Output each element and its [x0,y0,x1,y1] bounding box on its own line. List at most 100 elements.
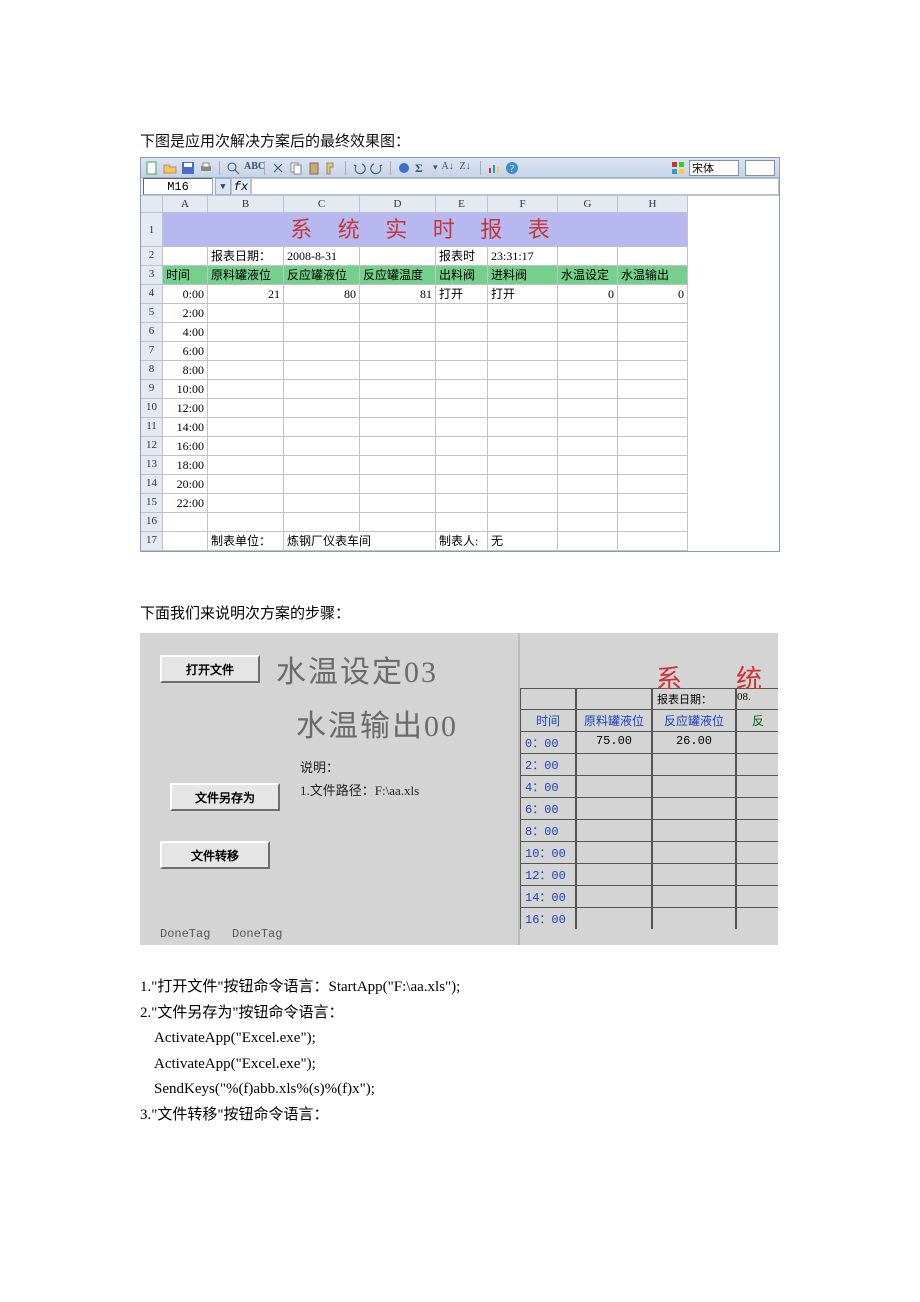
colhdr-B[interactable]: B [208,196,284,213]
rowhdr-15[interactable]: 15 [141,494,163,513]
cell[interactable] [618,456,688,475]
cell[interactable]: 14:00 [163,418,208,437]
cell[interactable] [558,513,618,532]
cell[interactable]: 0 [558,285,618,304]
cell[interactable] [284,380,360,399]
cell[interactable]: 无 [488,532,558,551]
colhdr-E[interactable]: E [436,196,488,213]
cell[interactable] [488,304,558,323]
rowhdr-12[interactable]: 12 [141,437,163,456]
cell[interactable] [284,399,360,418]
th-invalve[interactable]: 进料阀 [488,266,558,285]
rowhdr-14[interactable]: 14 [141,475,163,494]
cell[interactable]: 20:00 [163,475,208,494]
font-name-combo[interactable]: 宋体 [689,160,739,176]
cell[interactable] [558,475,618,494]
sort-desc-icon[interactable]: Z↓ [460,161,474,175]
colhdr-D[interactable]: D [360,196,436,213]
cell[interactable] [558,399,618,418]
colhdr-H[interactable]: H [618,196,688,213]
cell[interactable] [163,532,208,551]
cell[interactable] [436,475,488,494]
colhdr-C[interactable]: C [284,196,360,213]
win-icon[interactable] [671,161,685,175]
cell[interactable] [618,532,688,551]
cell[interactable] [488,513,558,532]
cell[interactable]: 打开 [436,285,488,304]
cell[interactable] [618,323,688,342]
cell[interactable] [558,494,618,513]
cell[interactable] [558,304,618,323]
open-icon[interactable] [163,161,177,175]
cell[interactable] [436,380,488,399]
cell[interactable] [488,380,558,399]
cell[interactable]: 2:00 [163,304,208,323]
cell[interactable] [284,304,360,323]
cell[interactable] [558,418,618,437]
cell[interactable] [558,437,618,456]
rowhdr-7[interactable]: 7 [141,342,163,361]
cell[interactable] [163,247,208,266]
rowhdr-2[interactable]: 2 [141,247,163,266]
copy-icon[interactable] [289,161,303,175]
cell[interactable] [558,247,618,266]
paste-icon[interactable] [307,161,321,175]
cell[interactable] [284,342,360,361]
spell-icon[interactable]: ABC [244,161,258,175]
cell[interactable]: 报表时 [436,247,488,266]
cell[interactable] [436,494,488,513]
name-box[interactable]: M16 [143,178,213,195]
open-file-button[interactable]: 打开文件 [160,655,260,683]
cell[interactable]: 8:00 [163,361,208,380]
cell[interactable]: 81 [360,285,436,304]
cell[interactable] [208,304,284,323]
cell[interactable] [618,475,688,494]
cell[interactable]: 4:00 [163,323,208,342]
cell[interactable] [436,513,488,532]
rowhdr-11[interactable]: 11 [141,418,163,437]
cell[interactable]: 报表日期： [208,247,284,266]
cell[interactable] [618,247,688,266]
cell[interactable] [208,513,284,532]
cell[interactable]: 12:00 [163,399,208,418]
cell[interactable] [360,456,436,475]
th-outvalve[interactable]: 出料阀 [436,266,488,285]
cell[interactable] [284,475,360,494]
cell[interactable] [360,513,436,532]
cell[interactable] [360,494,436,513]
chart-icon[interactable] [487,161,501,175]
cell[interactable] [558,361,618,380]
select-all-corner[interactable] [141,196,163,213]
cell[interactable] [436,456,488,475]
cell[interactable] [208,342,284,361]
sum-icon[interactable]: Σ [415,161,429,175]
cell[interactable] [558,380,618,399]
cell[interactable] [360,380,436,399]
cell[interactable] [436,437,488,456]
cell[interactable] [488,342,558,361]
cell[interactable]: 炼钢厂仪表车间 [284,532,436,551]
th-watertemp-out[interactable]: 水温输出 [618,266,688,285]
font-size-combo[interactable] [745,160,775,176]
cell[interactable] [618,399,688,418]
cell[interactable]: 制表单位： [208,532,284,551]
cell[interactable] [163,513,208,532]
cell[interactable] [488,475,558,494]
formula-bar[interactable] [251,178,779,195]
cell[interactable]: 6:00 [163,342,208,361]
cell[interactable] [208,437,284,456]
cell[interactable] [618,361,688,380]
cell[interactable] [284,361,360,380]
cell[interactable] [558,323,618,342]
cell[interactable] [618,342,688,361]
cell[interactable]: 0 [618,285,688,304]
cell[interactable] [436,399,488,418]
cell[interactable] [360,342,436,361]
rowhdr-5[interactable]: 5 [141,304,163,323]
cell[interactable] [558,456,618,475]
cell[interactable] [488,437,558,456]
cell[interactable] [284,437,360,456]
cell[interactable]: 22:00 [163,494,208,513]
cell[interactable] [436,418,488,437]
rowhdr-16[interactable]: 16 [141,513,163,532]
